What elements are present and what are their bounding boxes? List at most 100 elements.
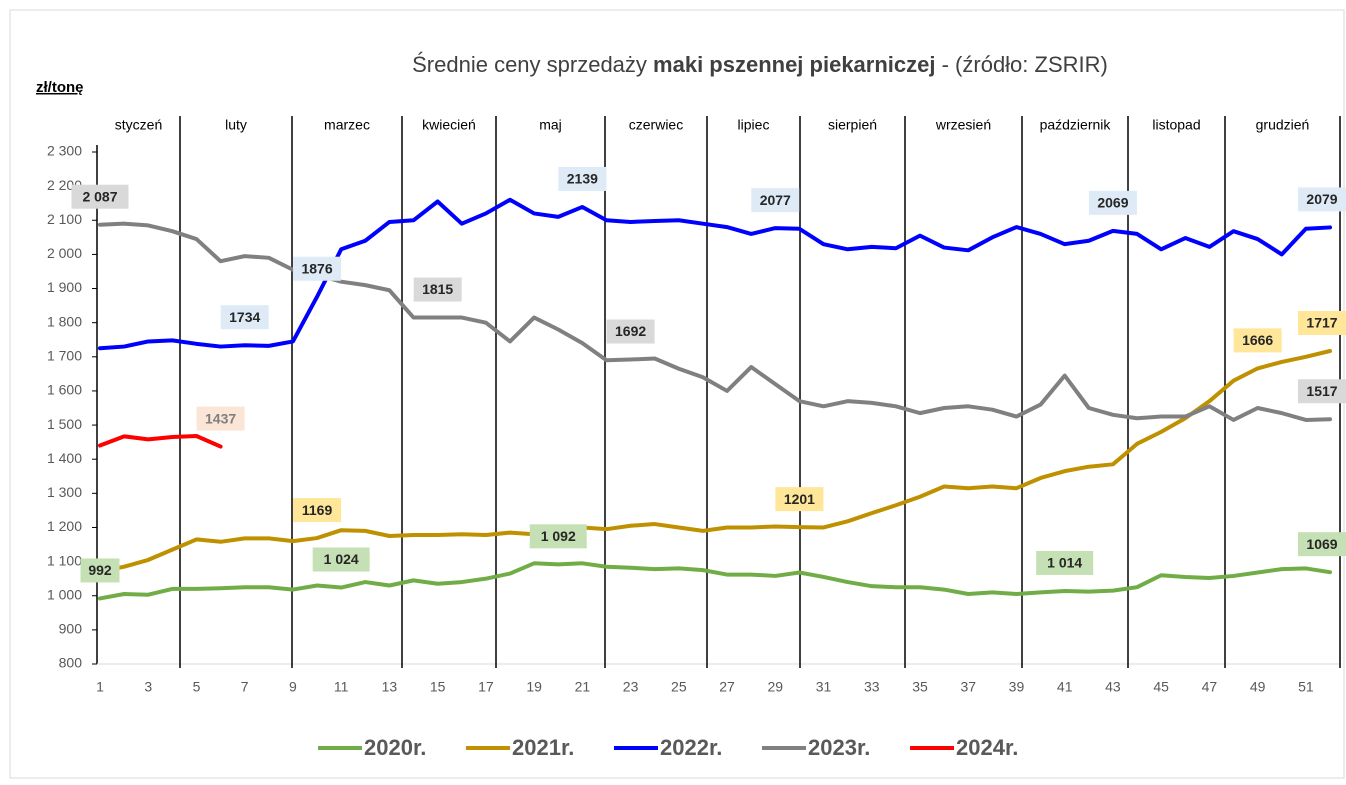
month-label: marzec [324,117,370,133]
data-label-box [220,305,269,330]
data-label-text: 1717 [1306,315,1337,331]
x-tick-label: 45 [1153,679,1169,695]
y-tick-label: 1 100 [47,552,82,568]
x-tick-label: 43 [1105,679,1121,695]
month-label: listopad [1152,117,1200,133]
data-label-text: 1 014 [1047,555,1082,571]
data-label-box [751,188,800,213]
data-label-box [1233,328,1282,353]
x-tick-label: 37 [960,679,976,695]
data-label-text: 2079 [1306,191,1337,207]
data-label: 2 087 [71,184,129,209]
legend-label: 2024r. [956,735,1018,760]
chart-title: Średnie ceny sprzedaży maki pszennej pie… [412,52,1108,77]
x-tick-label: 5 [193,679,201,695]
data-label: 1 014 [1036,550,1094,575]
data-label: 2139 [558,166,607,191]
y-tick-label: 1 900 [47,279,82,295]
y-tick-label: 2 100 [47,211,82,227]
y-tick-label: 2 000 [47,245,82,261]
month-label: sierpień [828,117,877,133]
data-label-text: 1 092 [541,528,576,544]
data-label-text: 1517 [1306,383,1337,399]
legend-label: 2021r. [512,735,574,760]
data-label-box [1298,379,1346,404]
data-label-text: 1692 [615,323,646,339]
month-label: maj [539,117,562,133]
y-tick-label: 1 400 [47,450,82,466]
data-label-box [775,487,824,512]
y-axis-label: zł/tonę [36,79,84,96]
x-tick-label: 33 [864,679,880,695]
data-label: 2079 [1298,187,1346,212]
data-label-box [606,319,655,344]
data-label-text: 2139 [567,171,598,187]
data-label: 1437 [196,406,245,431]
data-label: 1069 [1298,532,1346,557]
x-tick-label: 1 [96,679,104,695]
data-label: 2077 [751,188,800,213]
data-label-text: 1666 [1242,332,1273,348]
data-label-box [71,184,129,209]
month-label: lipiec [738,117,770,133]
legend-label: 2023r. [808,735,870,760]
data-label: 1 092 [529,524,587,549]
x-tick-label: 13 [382,679,398,695]
x-tick-label: 19 [526,679,542,695]
series-line [98,433,223,449]
y-tick-label: 1 700 [47,348,82,364]
month-label: wrzesień [935,117,991,133]
x-tick-label: 25 [671,679,687,695]
y-tick-label: 1 500 [47,416,82,432]
data-label-text: 992 [88,562,112,578]
month-label: styczeń [115,117,162,133]
x-tick-label: 9 [289,679,297,695]
data-label-box [293,256,342,281]
data-label-text: 1069 [1306,536,1337,552]
data-label: 1 024 [312,547,370,572]
data-label-text: 2 087 [82,188,117,204]
x-tick-label: 47 [1202,679,1218,695]
x-tick-label: 3 [144,679,152,695]
data-label: 1169 [293,498,342,523]
y-tick-label: 900 [59,621,83,637]
data-label-text: 2069 [1097,195,1128,211]
legend-label: 2022r. [660,735,722,760]
data-label-box [558,166,607,191]
data-label: 1692 [606,319,655,344]
data-label-text: 1876 [301,260,332,276]
x-tick-label: 21 [575,679,591,695]
data-label-text: 1815 [422,281,453,297]
title-part: maki pszennej piekarniczej [653,52,935,77]
y-tick-label: 800 [59,655,83,671]
data-label-text: 1 024 [324,551,359,567]
series-line [98,197,1332,351]
chart-frame [9,9,1345,779]
data-label-box [1298,310,1346,335]
data-label-box [413,277,462,302]
data-label: 1717 [1298,310,1346,335]
month-label: luty [225,117,247,133]
x-tick-label: 39 [1009,679,1025,695]
x-tick-label: 35 [912,679,928,695]
data-label: 1815 [413,277,462,302]
data-label-box [312,547,370,572]
data-label-box [1298,187,1346,212]
data-label-box [196,406,245,431]
y-tick-label: 1 200 [47,518,82,534]
x-tick-label: 41 [1057,679,1073,695]
y-tick-label: 1 800 [47,313,82,329]
y-tick-label: 2 300 [47,143,82,159]
x-tick-label: 49 [1250,679,1266,695]
series-line [98,561,1332,601]
data-label-text: 1201 [784,491,815,507]
data-label-text: 1169 [302,502,333,518]
data-label-box [1088,190,1137,215]
x-tick-label: 27 [719,679,735,695]
series-line [98,348,1332,574]
y-tick-label: 1 300 [47,484,82,500]
month-label: kwiecień [422,117,476,133]
x-tick-label: 31 [816,679,832,695]
x-tick-label: 11 [334,679,349,695]
data-label-box [80,558,120,583]
